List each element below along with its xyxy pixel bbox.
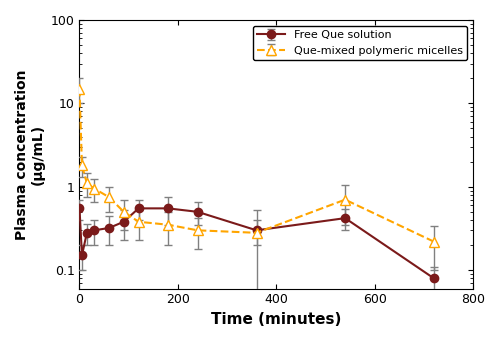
Legend: Free Que solution, Que-mixed polymeric micelles: Free Que solution, Que-mixed polymeric m… (253, 26, 468, 60)
X-axis label: Time (minutes): Time (minutes) (211, 312, 342, 327)
Y-axis label: Plasma concentration
(μg/mL): Plasma concentration (μg/mL) (15, 69, 45, 239)
